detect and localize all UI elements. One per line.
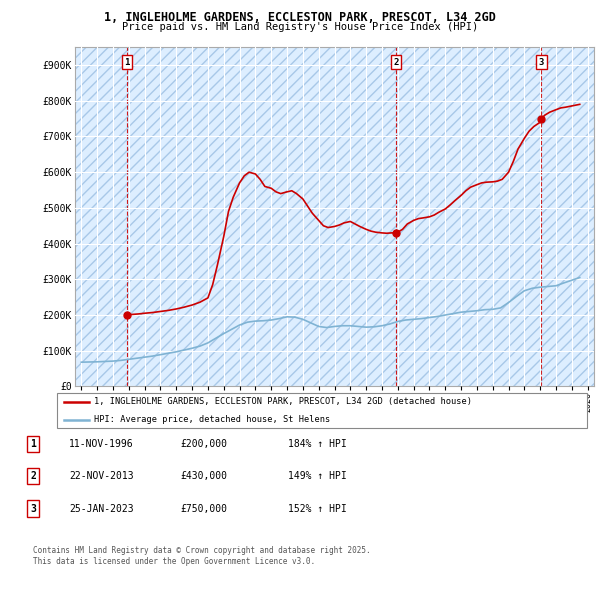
- Text: 1: 1: [124, 58, 130, 67]
- Text: 3: 3: [30, 504, 36, 513]
- Text: £430,000: £430,000: [180, 471, 227, 481]
- Text: 1, INGLEHOLME GARDENS, ECCLESTON PARK, PRESCOT, L34 2GD (detached house): 1, INGLEHOLME GARDENS, ECCLESTON PARK, P…: [94, 398, 472, 407]
- Text: This data is licensed under the Open Government Licence v3.0.: This data is licensed under the Open Gov…: [33, 558, 315, 566]
- Text: 11-NOV-1996: 11-NOV-1996: [69, 439, 134, 448]
- Text: 2: 2: [30, 471, 36, 481]
- Text: Contains HM Land Registry data © Crown copyright and database right 2025.: Contains HM Land Registry data © Crown c…: [33, 546, 371, 555]
- Text: 25-JAN-2023: 25-JAN-2023: [69, 504, 134, 513]
- Text: 152% ↑ HPI: 152% ↑ HPI: [288, 504, 347, 513]
- Text: 1, INGLEHOLME GARDENS, ECCLESTON PARK, PRESCOT, L34 2GD: 1, INGLEHOLME GARDENS, ECCLESTON PARK, P…: [104, 11, 496, 24]
- Text: 3: 3: [539, 58, 544, 67]
- Text: 2: 2: [394, 58, 399, 67]
- Text: £200,000: £200,000: [180, 439, 227, 448]
- Text: 149% ↑ HPI: 149% ↑ HPI: [288, 471, 347, 481]
- Text: 1: 1: [30, 439, 36, 448]
- Text: Price paid vs. HM Land Registry's House Price Index (HPI): Price paid vs. HM Land Registry's House …: [122, 22, 478, 32]
- Text: £750,000: £750,000: [180, 504, 227, 513]
- Text: HPI: Average price, detached house, St Helens: HPI: Average price, detached house, St H…: [94, 415, 331, 424]
- Text: 22-NOV-2013: 22-NOV-2013: [69, 471, 134, 481]
- FancyBboxPatch shape: [56, 393, 587, 428]
- Text: 184% ↑ HPI: 184% ↑ HPI: [288, 439, 347, 448]
